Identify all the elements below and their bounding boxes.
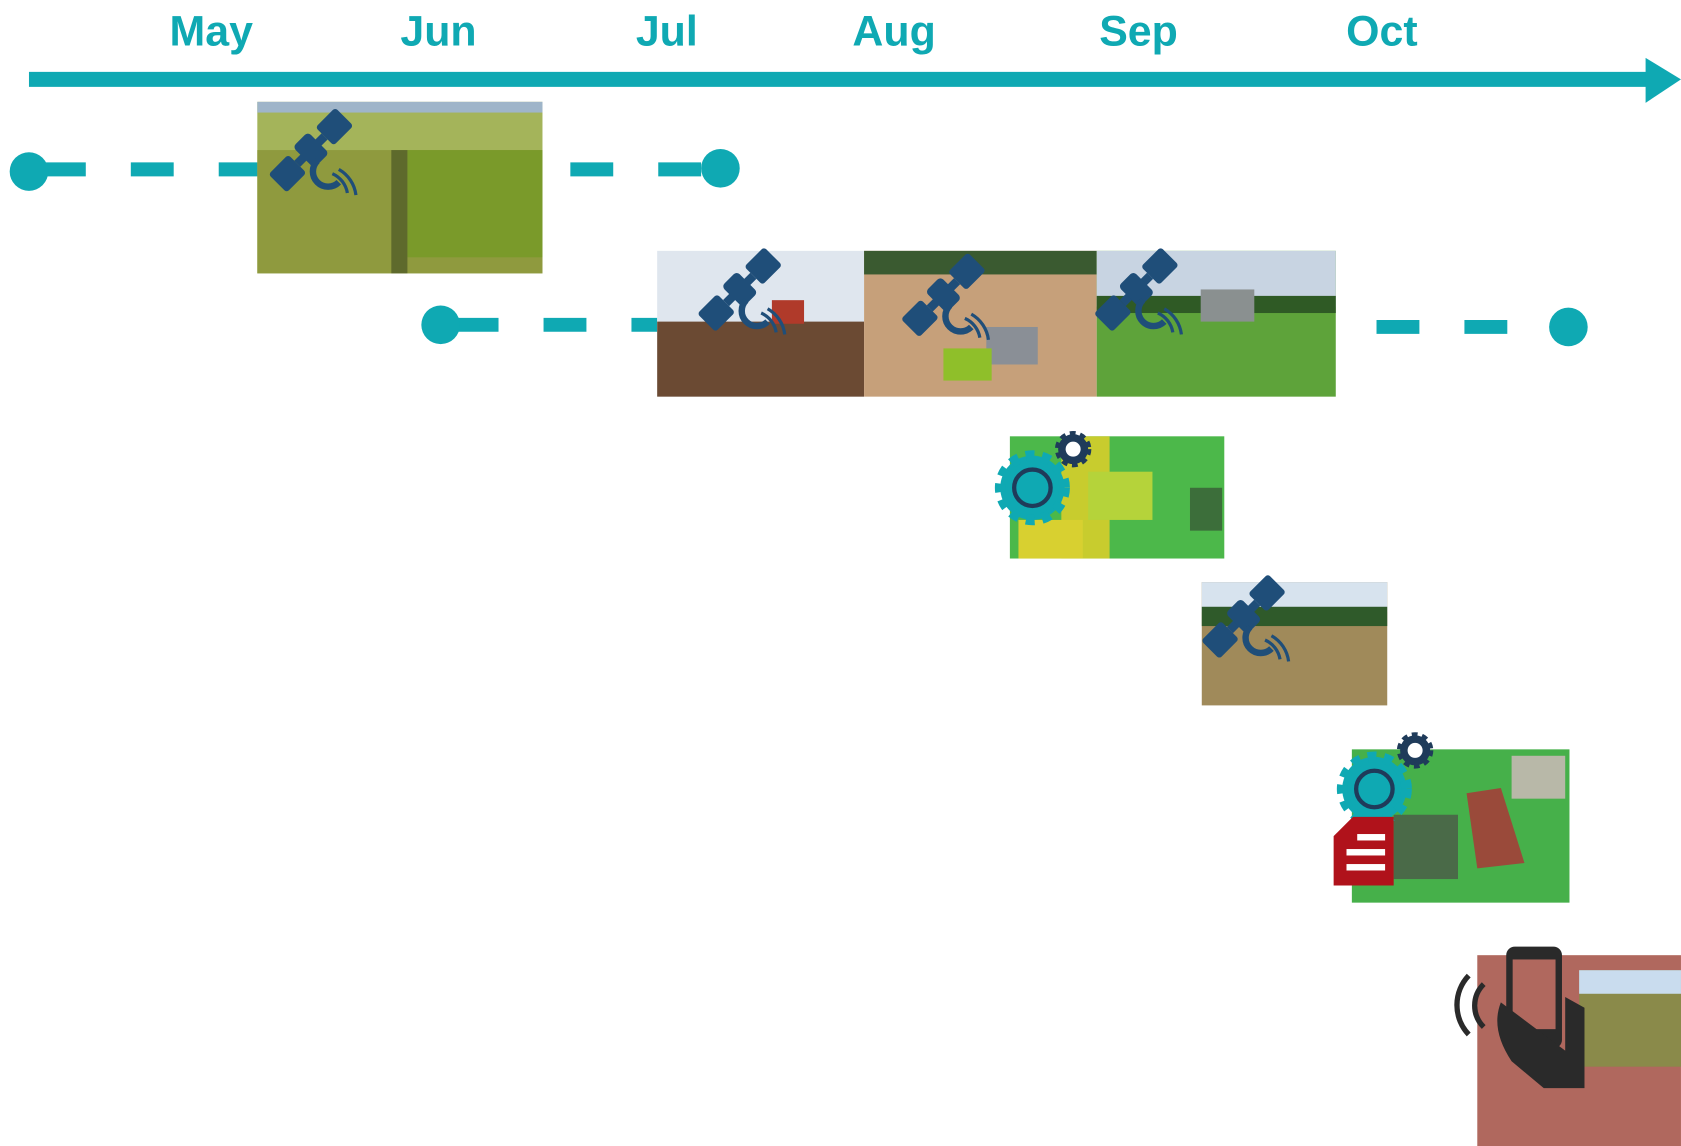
report-icon [1334, 817, 1394, 886]
month-label: Aug [852, 8, 935, 56]
period-end [1549, 308, 1588, 347]
month-label: Jul [636, 8, 698, 56]
month-label: Jun [400, 8, 476, 56]
page: May Jun Jul Aug Sep Oct [0, 0, 1681, 1146]
month-label: Sep [1099, 8, 1178, 56]
month-label: May [170, 8, 254, 56]
period-start [10, 152, 49, 191]
mowing-photo [1097, 251, 1336, 397]
axis-arrowhead [1646, 58, 1681, 103]
crop-photo [257, 102, 542, 274]
timeline-diagram: May Jun Jul Aug Sep Oct [0, 0, 1681, 1146]
period-end [701, 149, 740, 188]
month-label: Oct [1346, 8, 1417, 56]
period-start [421, 306, 460, 345]
